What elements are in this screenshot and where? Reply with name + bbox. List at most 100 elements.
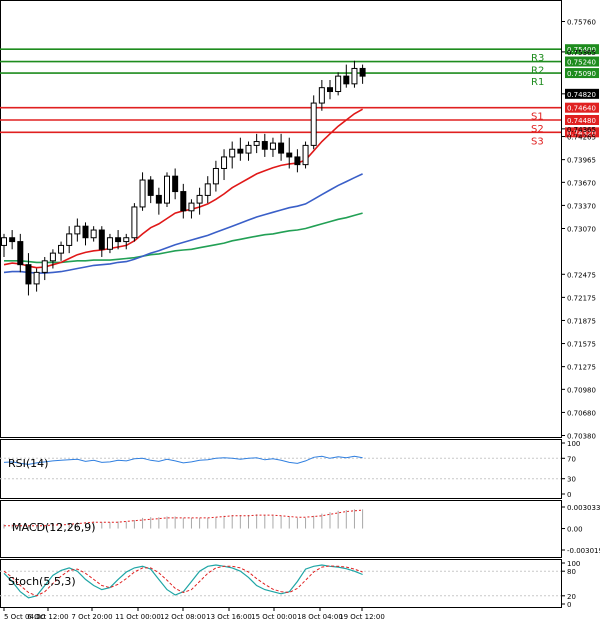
- candle-body: [310, 102, 317, 146]
- level-price-label: 0.75240: [567, 59, 596, 67]
- price-tick-label: 0.71275: [567, 364, 596, 372]
- stoch-label: Stoch(5,5,3): [8, 575, 76, 588]
- ma-slow-line: [4, 212, 363, 264]
- candle-body: [229, 148, 236, 158]
- candle: [17, 233, 24, 273]
- rsi-indicator: 100 70 30 0: [0, 440, 580, 499]
- price-tick-label: 0.75365: [567, 49, 596, 57]
- candle: [66, 226, 73, 254]
- candle-body: [278, 142, 285, 154]
- candle-body: [17, 241, 24, 266]
- candle-body: [82, 225, 89, 239]
- candle: [204, 176, 211, 204]
- macd-pane[interactable]: [0, 500, 562, 558]
- pivot-levels: R3 0.75400 R2 0.75240 R1 0.75090 S1 0.74640 S2 0.…: [0, 44, 599, 147]
- candle: [106, 233, 113, 254]
- rsi-tick-label: 100: [567, 440, 580, 448]
- candle-body: [269, 142, 276, 150]
- price-tick-label: 0.71875: [567, 317, 596, 325]
- candle-body: [261, 141, 268, 150]
- candle: [74, 218, 81, 242]
- candle-body: [164, 175, 170, 204]
- candle-body: [49, 252, 56, 262]
- candle: [33, 268, 40, 292]
- candle: [237, 137, 244, 161]
- level-price-box: [565, 127, 599, 138]
- candle: [98, 226, 105, 257]
- price-tick-label: 0.70980: [567, 386, 596, 394]
- candle: [278, 133, 285, 161]
- level-name-r2: R2: [531, 66, 544, 77]
- price-tick-label: 0.73965: [567, 157, 596, 165]
- level-price-box: [565, 68, 599, 79]
- candle-body: [327, 87, 333, 93]
- candle: [286, 137, 293, 169]
- current-price-label: 0.74820: [567, 91, 596, 99]
- candle-body: [131, 206, 138, 239]
- candle: [123, 233, 130, 250]
- candle-body: [359, 67, 366, 77]
- time-tick-label: 6 Oct 12:00: [27, 613, 68, 621]
- stoch-d-line: [3, 565, 363, 597]
- candle-body: [188, 202, 195, 212]
- price-tick-label: 0.74365: [567, 126, 596, 134]
- stoch-tick-label: 20: [567, 593, 576, 601]
- candle-body: [90, 229, 97, 239]
- level-price-box: [565, 102, 599, 113]
- candle: [253, 133, 260, 154]
- candle: [131, 203, 138, 242]
- candle-body: [41, 260, 48, 273]
- macd-label: MACD(12,26,9): [12, 521, 96, 534]
- candle: [294, 149, 301, 173]
- candle: [310, 95, 317, 150]
- price-tick-label: 0.73670: [567, 179, 596, 187]
- candle-body: [106, 237, 113, 250]
- candle: [351, 60, 358, 88]
- time-tick-label: 5 Oct 04:00: [4, 613, 45, 621]
- candle: [58, 241, 65, 261]
- candle-body: [294, 156, 301, 166]
- main-pane[interactable]: [0, 0, 562, 438]
- candle: [139, 172, 146, 211]
- price-tick-label: 0.75760: [567, 19, 596, 27]
- candle-body: [180, 191, 187, 212]
- price-tick-label: 0.73370: [567, 202, 596, 210]
- candle: [196, 187, 203, 215]
- rsi-pane[interactable]: [0, 439, 562, 499]
- level-name-s3: S3: [531, 136, 544, 147]
- level-price-label: 0.75400: [567, 46, 596, 54]
- candle-body: [74, 225, 81, 235]
- candle: [212, 160, 219, 192]
- candle-body: [221, 156, 228, 169]
- candle-body: [123, 237, 130, 243]
- rsi-tick-label: 0: [567, 491, 571, 499]
- ma-mid-line: [3, 173, 363, 274]
- time-tick-label: 11 Oct 00:00: [115, 613, 161, 621]
- candle: [229, 141, 236, 169]
- level-name-s1: S1: [531, 112, 544, 123]
- candle-body: [335, 75, 342, 93]
- candle-body: [237, 148, 244, 154]
- candle-body: [115, 237, 122, 243]
- candle-body: [286, 152, 293, 158]
- price-tick-label: 0.70680: [567, 409, 596, 417]
- candle-body: [139, 179, 146, 208]
- candle-body: [302, 144, 309, 166]
- candle-body: [172, 175, 179, 193]
- candle: [82, 222, 89, 246]
- candle-body: [58, 244, 65, 254]
- candle-body: [98, 229, 105, 250]
- candle-body: [204, 183, 211, 196]
- candle: [261, 133, 268, 157]
- candle-body: [351, 67, 358, 85]
- level-price-label: 0.74640: [567, 105, 596, 113]
- time-tick-label: 18 Oct 04:00: [297, 613, 343, 621]
- stoch-pane[interactable]: [0, 559, 562, 608]
- candle-body: [318, 87, 325, 104]
- stoch-tick-label: 0: [567, 601, 571, 609]
- rsi-tick-label: 70: [567, 455, 576, 463]
- candle: [172, 168, 179, 200]
- level-price-label: 0.74480: [567, 117, 596, 125]
